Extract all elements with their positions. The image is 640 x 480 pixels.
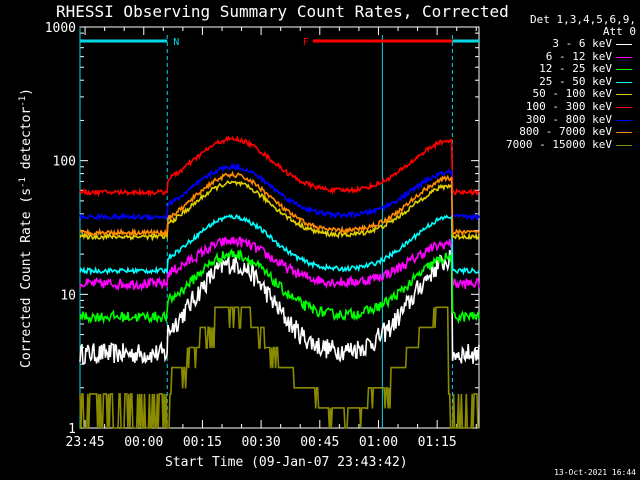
series-line-1 [79,236,480,292]
legend-swatch [616,69,632,71]
x-tick-label: 23:45 [66,435,105,450]
legend: Det 1,3,4,5,6,9, Att 0 3 - 6 keV 6 - 12 k… [480,14,636,151]
legend-label: 6 - 12 keV [545,49,612,63]
legend-entry: 300 - 800 keV [480,112,636,127]
x-tick-label: 01:00 [359,435,398,450]
timestamp: 13-Oct-2021 16:44 [554,468,636,477]
legend-label: 3 - 6 keV [552,37,612,50]
series-line-2 [79,248,480,325]
legend-swatch [616,81,632,83]
legend-entry: 7000 - 15000 keV [480,137,636,152]
legend-label: 300 - 800 keV [525,112,612,126]
legend-swatch [616,119,632,121]
series-line-5 [79,134,480,198]
x-tick-label: 00:00 [124,435,163,450]
y-tick-label: 1 [68,422,76,437]
legend-entry: 100 - 300 keV [480,99,636,114]
series-line-4 [79,179,480,242]
legend-entry: 3 - 6 keV [480,37,636,51]
flag-label: F [303,37,309,48]
legend-entry: 12 - 25 keV [480,63,636,76]
legend-label: 7000 - 15000 keV [506,137,612,151]
x-axis-label: Start Time (09-Jan-07 23:43:42) [165,455,408,470]
legend-label: 50 - 100 keV [532,87,612,101]
x-tick-label: 00:45 [300,435,339,450]
y-tick-label: 100 [53,155,76,170]
series-line-0 [79,249,480,365]
legend-entry: 800 - 7000 keV [480,126,636,139]
y-tick-label: 10 [60,288,76,303]
legend-entry: 6 - 12 keV [480,49,636,64]
flag-label: N [173,37,179,48]
series-line-8 [79,306,479,429]
series-line-6 [79,162,480,222]
detectors-label: Det 1,3,4,5,6,9, [530,13,636,26]
x-tick-label: 01:15 [418,435,457,450]
y-tick-label: 1000 [45,21,76,36]
legend-swatch [616,106,632,108]
legend-swatch [616,56,632,58]
x-tick-label: 00:30 [242,435,281,450]
y-axis-label: Corrected Count Rate (s-1 detector-1) [17,88,35,368]
legend-entry: 25 - 50 keV [480,74,636,89]
legend-label: 25 - 50 keV [539,74,612,88]
legend-label: 12 - 25 keV [539,62,612,76]
legend-swatch [616,94,632,96]
legend-label: 100 - 300 keV [525,99,612,113]
attenuator-label: Att 0 [602,25,636,38]
series-line-7 [79,170,480,238]
legend-label: 800 - 7000 keV [519,125,612,139]
legend-swatch [616,144,632,146]
x-tick-label: 00:15 [183,435,222,450]
legend-swatch [616,132,632,134]
legend-entry: 50 - 100 keV [480,88,636,101]
chart-title: RHESSI Observing Summary Count Rates, Co… [56,2,509,21]
series-line-3 [79,213,480,277]
legend-swatch [616,44,632,45]
